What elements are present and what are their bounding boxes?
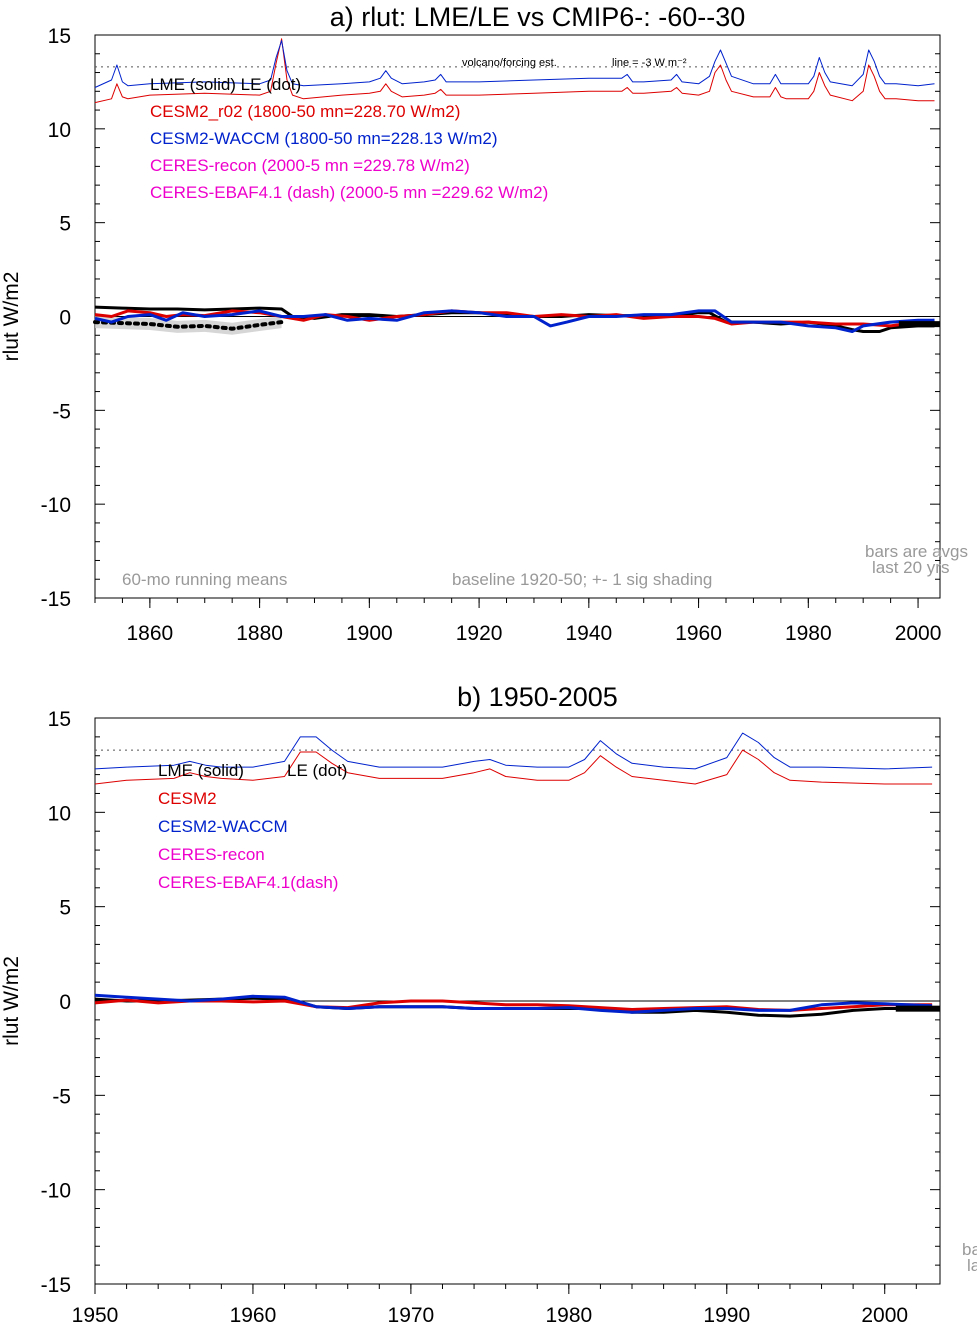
y-tick-label: 15	[48, 25, 71, 48]
x-tick-label: 1940	[565, 622, 612, 645]
legend-entry: LE (dot)	[287, 761, 347, 780]
y-axis-label: rlut W/m2	[0, 956, 23, 1046]
series-line-le	[93, 320, 284, 331]
y-tick-label: -10	[41, 1180, 71, 1203]
series-line-cesm2-waccm	[94, 993, 933, 1014]
x-tick-label: 1900	[346, 622, 393, 645]
y-tick-label: -15	[41, 1274, 71, 1297]
annotation-bars1: bars are avgs	[865, 542, 968, 561]
legend-entry: LME (solid)	[158, 761, 244, 780]
annotation-bars2: last 20 yrs	[872, 558, 949, 577]
annotation-baseline: baseline 1920-50; +- 1 sig shading	[452, 570, 712, 589]
legend-entry: CERES-EBAF4.1(dash)	[158, 873, 338, 892]
x-tick-label: 1860	[127, 622, 174, 645]
y-tick-label: 0	[59, 307, 71, 330]
y-tick-label: 10	[48, 802, 71, 825]
legend-entry: CESM2-WACCM	[158, 817, 288, 836]
avg-bar	[898, 321, 940, 328]
x-tick-label: 1980	[785, 622, 832, 645]
y-tick-label: 10	[48, 119, 71, 142]
annotation-bars2: la	[967, 1256, 977, 1275]
y-tick-label: 15	[48, 708, 71, 731]
annotation-running: 60-mo running means	[122, 570, 287, 589]
chart-title: b) 1950-2005	[457, 682, 618, 712]
legend-entry: CESM2	[158, 789, 217, 808]
y-axis-label: rlut W/m2	[0, 272, 23, 362]
y-tick-label: 0	[59, 991, 71, 1014]
legend-entry: LME (solid) LE (dot)	[150, 75, 301, 94]
x-tick-label: 1980	[545, 1304, 592, 1325]
series-line-cesm2-forcing-thin-	[94, 749, 933, 785]
y-tick-label: -15	[41, 588, 71, 611]
series-line-cesm2-waccm	[94, 309, 935, 333]
x-tick-label: 1880	[236, 622, 283, 645]
avg-bar	[895, 1005, 940, 1012]
x-tick-label: 1970	[388, 1304, 435, 1325]
y-tick-label: -10	[41, 494, 71, 517]
legend-entry: CESM2_r02 (1800-50 mn=228.70 W/m2)	[150, 102, 460, 121]
x-tick-label: 2000	[861, 1304, 908, 1325]
y-tick-label: -5	[52, 400, 71, 423]
y-tick-label: 5	[59, 213, 71, 236]
legend-entry: CERES-EBAF4.1 (dash) (2000-5 mn =229.62 …	[150, 183, 548, 202]
annotation-volcano: volcano/forcing est.	[462, 57, 557, 69]
x-tick-label: 1920	[456, 622, 503, 645]
x-tick-label: 1990	[703, 1304, 750, 1325]
chart-title: a) rlut: LME/LE vs CMIP6-: -60--30	[330, 2, 746, 32]
legend-entry: CERES-recon	[158, 845, 265, 864]
y-tick-label: 5	[59, 897, 71, 920]
x-tick-label: 1950	[72, 1304, 119, 1325]
annotation-line_note: line = -3 W m⁻²	[612, 57, 687, 69]
legend-entry: CESM2-WACCM (1800-50 mn=228.13 W/m2)	[150, 129, 498, 148]
chart-panel-a: a) rlut: LME/LE vs CMIP6-: -60--30 15 10 5 0…	[0, 2, 968, 645]
series-line-cesm2-waccm-forcing-thin-	[94, 732, 933, 770]
x-tick-label: 1960	[675, 622, 722, 645]
y-tick-label: -5	[52, 1085, 71, 1108]
sig-shading	[95, 316, 282, 335]
annotation-bars1: ba	[962, 1240, 977, 1259]
series-line-cesm2-waccm-forcing-thin-	[94, 40, 935, 88]
x-tick-label: 2000	[895, 622, 942, 645]
legend-entry: CERES-recon (2000-5 mn =229.78 W/m2)	[150, 156, 470, 175]
x-tick-label: 1960	[230, 1304, 277, 1325]
